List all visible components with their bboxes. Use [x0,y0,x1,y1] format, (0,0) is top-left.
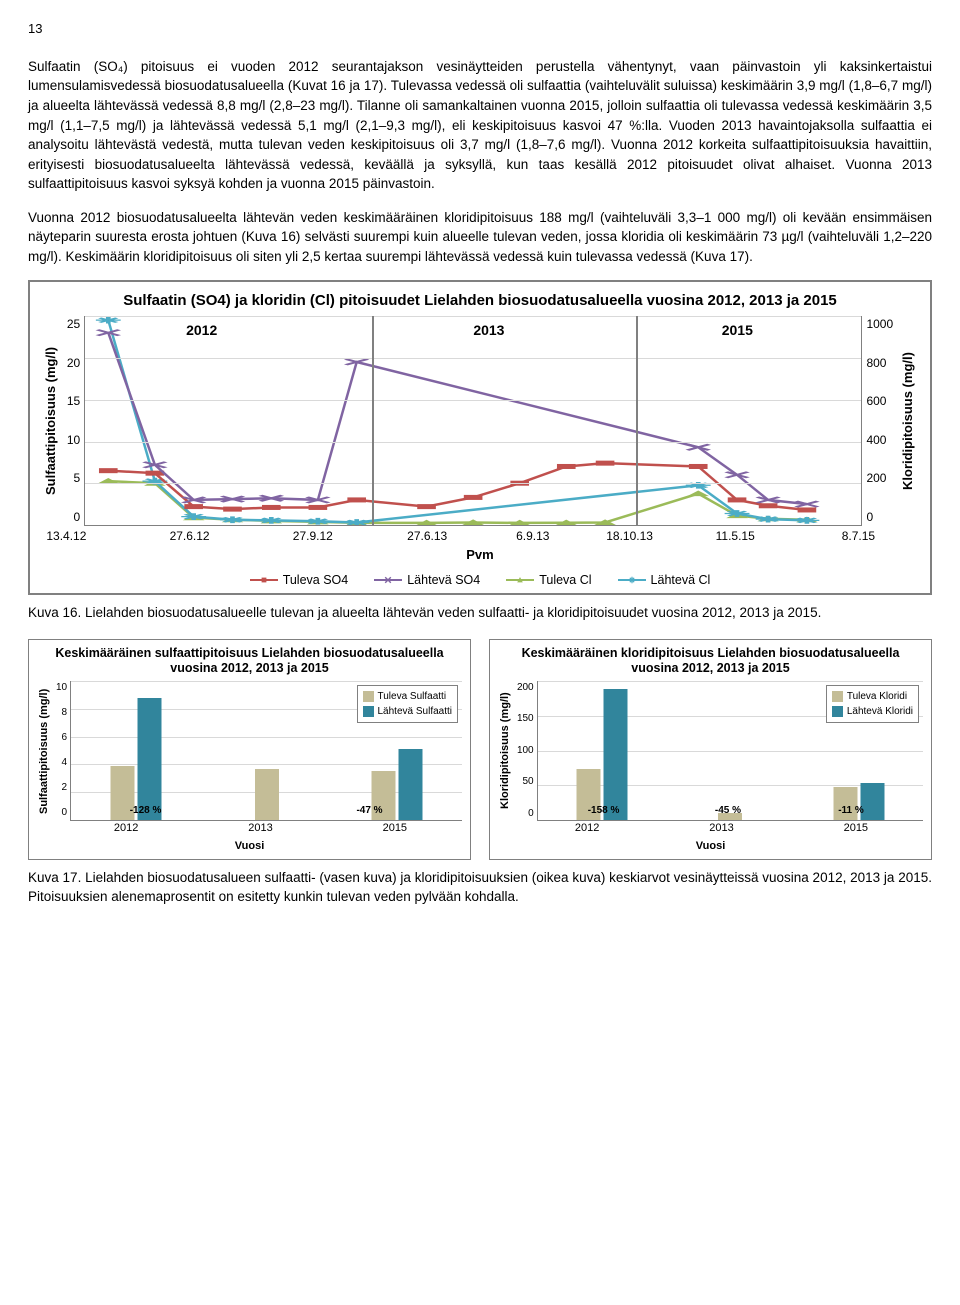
bar-chart-chloride: Keskimääräinen kloridipitoisuus Lielahde… [489,639,932,860]
bar-plot-area: -128 % -47 % Tuleva Sulfaatti Lähtevä Sul… [70,681,462,821]
x-axis-label: Pvm [40,546,920,565]
bar-x-label: Vuosi [37,839,462,855]
year-label: 2013 [473,320,504,340]
bar-x-ticks: 201220132015 [37,821,462,837]
legend-item: Lähtevä Cl [618,571,711,589]
bar-chart-sulfate: Keskimääräinen sulfaattipitoisuus Lielah… [28,639,471,860]
para-2: Vuonna 2012 biosuodatusalueelta lähtevän… [28,208,932,267]
bar-lahteva [603,689,627,820]
bar-plot-area: -158 % -45 % -11 % Tuleva Kloridi Lähtevä … [537,681,923,821]
y-axis-left-label: Sulfaattipitoisuus (mg/l) [40,316,63,526]
y-axis-right-label: Kloridipitoisuus (mg/l) [897,316,920,526]
pct-label: -158 % [588,804,620,819]
chart-so4-cl: Sulfaatin (SO4) ja kloridin (Cl) pitoisu… [28,280,932,595]
bar-lahteva [138,698,162,820]
y-ticks-right: 10008006004002000 [862,316,897,526]
caption-16: Kuva 16. Lielahden biosuodatusalueelle t… [28,603,932,623]
bar-chart-title: Keskimääräinen kloridipitoisuus Lielahde… [498,646,923,677]
page-number: 13 [28,20,932,39]
y-ticks-left: 2520151050 [63,316,84,526]
bar-y-ticks: 200150100500 [514,681,537,821]
chart-so4-cl-title: Sulfaatin (SO4) ja kloridin (Cl) pitoisu… [40,290,920,312]
pct-label: -128 % [130,804,162,819]
bar-y-ticks: 1086420 [53,681,70,821]
bar-y-label: Kloridipitoisuus (mg/l) [498,681,514,821]
bar-x-ticks: 201220132015 [498,821,923,837]
para-1: Sulfaatin (SO₄) pitoisuus ei vuoden 2012… [28,57,932,194]
bar-charts-row: Keskimääräinen sulfaattipitoisuus Lielah… [28,639,932,860]
chart-plot-area: 2012 2013 2015 [84,316,862,526]
pct-label: -47 % [356,804,382,819]
pct-label: -11 % [838,804,864,819]
pct-label: -45 % [715,804,741,819]
legend-item: Tuleva SO4 [250,571,349,589]
bar-legend: Tuleva Sulfaatti Lähtevä Sulfaatti [357,685,459,723]
bar-tuleva [255,769,279,820]
bar-x-label: Vuosi [498,839,923,855]
legend-item: Tuleva Cl [506,571,591,589]
year-label: 2012 [186,320,217,340]
chart-legend: Tuleva SO4 Lähtevä SO4 Tuleva Cl Lähtevä Cl [40,571,920,589]
caption-17: Kuva 17. Lielahden biosuodatusalueen sul… [28,868,932,907]
x-ticks: 13.4.1227.6.1227.9.1227.6.136.9.1318.10.… [40,528,920,544]
year-label: 2015 [722,320,753,340]
legend-item: Lähtevä SO4 [374,571,480,589]
bar-legend: Tuleva Kloridi Lähtevä Kloridi [826,685,919,723]
bar-chart-title: Keskimääräinen sulfaattipitoisuus Lielah… [37,646,462,677]
bar-lahteva [398,749,422,820]
bar-y-label: Sulfaattipitoisuus (mg/l) [37,681,53,821]
